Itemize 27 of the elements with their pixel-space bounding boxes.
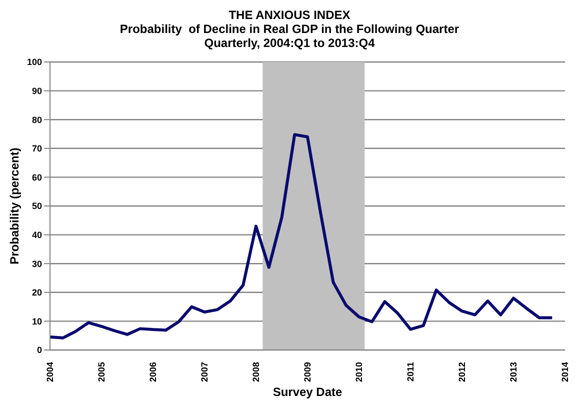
x-tick-label: 2005 xyxy=(96,362,106,382)
x-axis-title: Survey Date xyxy=(272,385,343,399)
chart-title: THE ANXIOUS INDEX xyxy=(228,8,352,22)
line-series xyxy=(50,133,554,340)
x-tick-label: 2012 xyxy=(457,362,467,382)
y-tick-label: 90 xyxy=(32,86,42,96)
y-tick-label: 0 xyxy=(36,345,42,356)
x-tick-label: 2007 xyxy=(200,362,210,382)
y-tick-label: 80 xyxy=(32,114,42,125)
x-tick-label: 2013 xyxy=(508,362,518,382)
x-tick-label: 2006 xyxy=(148,362,158,382)
x-tick-label: 2008 xyxy=(251,362,261,382)
y-tick-label: 70 xyxy=(32,144,42,154)
y-tick-label: 10 xyxy=(32,316,42,326)
x-tick-label: 2004 xyxy=(45,362,55,382)
x-tick-label: 2010 xyxy=(354,362,364,382)
x-tick-label: 2009 xyxy=(302,362,312,382)
y-tick-label: 40 xyxy=(32,230,42,240)
y-tick-label: 100 xyxy=(26,57,42,68)
y-tick-label: 60 xyxy=(32,172,42,182)
y-axis-title: Probability (percent) xyxy=(7,148,22,264)
y-tick-label: 30 xyxy=(32,258,42,269)
y-tick-label: 20 xyxy=(32,288,42,298)
chart-subtitle: Probability of Decline in Real GDP in the Following Quarter Quarterly, 2004:Q1 to 2013:Q4 xyxy=(118,22,460,50)
x-tick-label: 2011 xyxy=(406,362,416,382)
x-tick-label: 2014 xyxy=(560,362,570,382)
y-tick-label: 50 xyxy=(32,201,42,212)
